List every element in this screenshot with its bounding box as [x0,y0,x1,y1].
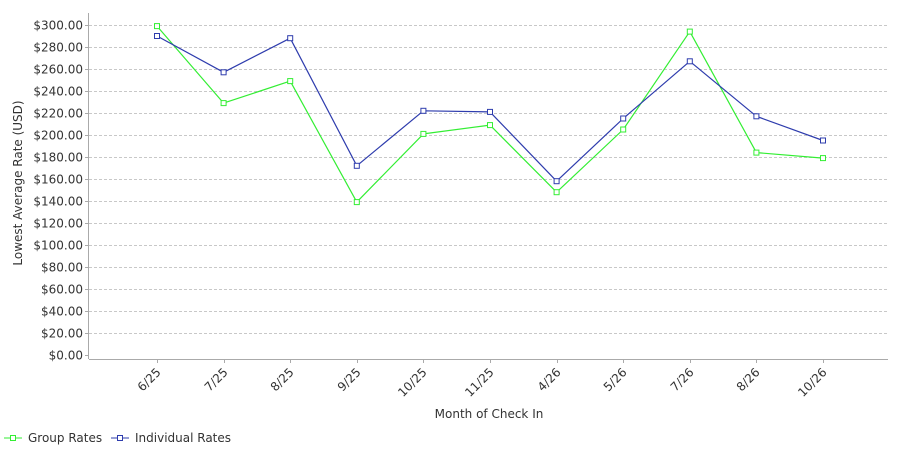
data-point [287,78,294,85]
data-point [686,28,693,35]
data-point [820,137,826,144]
y-tick-label: $20.00 [41,327,83,341]
x-tick-label: 5/26 [601,365,630,394]
data-point [553,189,560,196]
axes [88,13,888,360]
series-group-rates [154,23,826,206]
data-point [220,69,227,76]
series-line [156,35,824,182]
y-tick-label: $60.00 [41,283,83,297]
y-axis-title: Lowest Average Rate (USD) [11,100,25,265]
data-point [154,23,160,30]
grid-lines [89,25,888,334]
data-point [353,162,360,169]
data-point [620,126,627,133]
y-tick-label: $80.00 [41,261,83,275]
x-axis-title: Month of Check In [435,407,544,421]
data-point [487,122,493,129]
data-point [420,130,427,137]
y-tick-label: $220.00 [33,107,83,121]
y-tick-label: $200.00 [33,129,83,143]
legend: Group Rates Individual Rates [4,431,231,445]
data-point [353,199,360,206]
legend-label-group-rates: Group Rates [28,431,102,445]
x-tick-label: 8/25 [268,365,297,394]
y-tick-label: $300.00 [33,19,83,33]
x-tick-label: 6/25 [135,365,164,394]
y-tick-label: $0.00 [49,349,83,363]
x-tick-labels: 6/25 7/25 8/25 9/25 10/25 11/25 4/26 5/26 7/26 8/… [135,359,830,400]
data-point [686,58,693,65]
data-point [753,149,760,156]
data-point [487,108,493,115]
x-tick-label: 9/25 [335,365,364,394]
x-tick-label: 4/26 [535,365,564,394]
y-tick-label: $280.00 [33,41,83,55]
legend-swatch-marker [10,435,16,441]
data-point [753,113,760,120]
data-point [620,115,627,122]
data-point [220,100,227,107]
y-tick-label: $160.00 [33,173,83,187]
y-tick-label: $40.00 [41,305,83,319]
x-tick-label: 7/25 [202,365,231,394]
x-tick-label: 7/26 [668,365,697,394]
data-point [553,178,560,185]
y-tick-label: $100.00 [33,239,83,253]
data-point [287,35,294,42]
series-individual-rates [154,33,826,185]
x-tick-label: 10/25 [395,365,429,399]
y-tick-label: $260.00 [33,63,83,77]
legend-swatch-marker [117,435,123,441]
x-tick-label: 8/26 [734,365,763,394]
series-lines [154,23,826,206]
data-point [820,155,826,162]
y-tick-label: $180.00 [33,151,83,165]
data-point [420,107,427,114]
y-tick-label: $140.00 [33,195,83,209]
x-tick-label: 10/26 [795,365,829,399]
y-tick-label: $240.00 [33,85,83,99]
y-tick-labels: $0.00 $20.00 $40.00 $60.00 $80.00 $100.00 $120… [33,19,89,363]
legend-item-group-rates[interactable]: Group Rates [4,431,102,445]
legend-item-individual-rates[interactable]: Individual Rates [111,431,231,445]
legend-label-individual-rates: Individual Rates [135,431,231,445]
y-tick-label: $120.00 [33,217,83,231]
data-point [154,33,160,39]
x-tick-label: 11/25 [462,365,496,399]
